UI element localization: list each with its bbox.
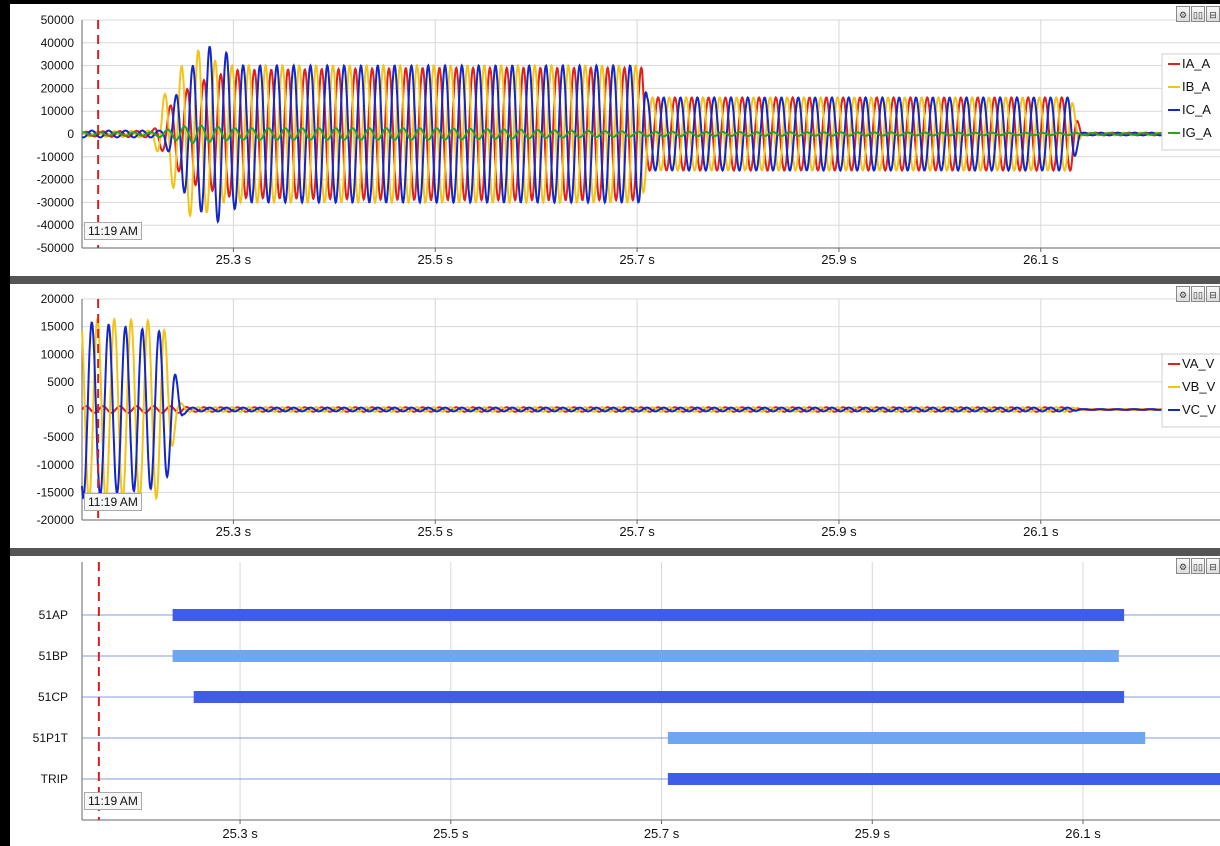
split-view-icon[interactable]: ⊟ — [1206, 286, 1220, 302]
x-tick-label: 25.9 s — [821, 252, 857, 267]
x-tick-label: 26.1 s — [1065, 826, 1101, 841]
series-line-ic_a — [81, 46, 1173, 224]
x-tick-label: 25.7 s — [619, 252, 655, 267]
y-tick-label: 20000 — [41, 292, 75, 306]
dual-view-icon[interactable]: ▯▯ — [1191, 6, 1205, 22]
x-tick-label: 26.1 s — [1023, 252, 1059, 267]
panel-toolbar: ⚙ ▯▯ ⊟ — [1176, 286, 1220, 302]
legend-label: IC_A — [1182, 102, 1211, 117]
channel-on-bar-51cp — [193, 691, 1125, 703]
channel-label: 51CP — [38, 690, 68, 704]
series-line-vb_v — [81, 316, 1172, 503]
legend-label: VA_V — [1182, 356, 1215, 371]
y-tick-label: 0 — [67, 127, 74, 141]
x-tick-label: 25.5 s — [418, 524, 454, 539]
y-tick-label: -10000 — [37, 150, 75, 164]
y-tick-label: 40000 — [41, 36, 75, 50]
x-tick-label: 25.5 s — [418, 252, 454, 267]
x-tick-label: 25.7 s — [619, 524, 655, 539]
y-tick-label: 30000 — [41, 59, 75, 73]
y-tick-label: 5000 — [47, 375, 74, 389]
channel-label: 51P1T — [33, 731, 69, 745]
time-marker-label: 11:19 AM — [84, 493, 142, 511]
x-tick-label: 25.5 s — [433, 826, 469, 841]
channel-on-bar-trip — [667, 773, 1220, 785]
x-tick-label: 25.9 s — [855, 826, 891, 841]
legend: VA_V VB_V VC_V — [1161, 353, 1220, 428]
current-chart-panel: 25.3 s 25.5 s 25.7 s 25.9 s 26.1 s 50000 40000… — [10, 4, 1220, 276]
window-frame-top — [0, 0, 1220, 4]
panel-toolbar: ⚙ ▯▯ ⊟ — [1176, 558, 1220, 574]
time-marker-label: 11:19 AM — [84, 792, 142, 810]
panel-splitter[interactable] — [10, 276, 1220, 284]
split-view-icon[interactable]: ⊟ — [1206, 558, 1220, 574]
y-tick-label: 10000 — [41, 104, 75, 118]
y-tick-label: 0 — [67, 403, 74, 417]
channel-label: 51BP — [39, 649, 68, 663]
voltage-chart: 25.3 s 25.5 s 25.7 s 25.9 s 26.1 s 20000 15000… — [37, 292, 1220, 539]
panel-splitter[interactable] — [10, 548, 1220, 556]
x-tick-label: 25.3 s — [216, 252, 252, 267]
x-tick-label: 25.3 s — [216, 524, 252, 539]
settings-icon[interactable]: ⚙ — [1176, 6, 1190, 22]
y-tick-label: 10000 — [41, 347, 75, 361]
y-tick-label: -15000 — [37, 485, 75, 499]
x-tick-label: 26.1 s — [1023, 524, 1059, 539]
series-line-vc_v — [81, 321, 1173, 500]
channel-on-bar-51bp — [172, 650, 1119, 662]
legend: IA_A IB_A IC_A IG_A — [1161, 53, 1220, 151]
legend-label: VC_V — [1182, 402, 1216, 417]
channel-label: 51AP — [39, 608, 68, 622]
panel-toolbar: ⚙ ▯▯ ⊟ — [1176, 6, 1220, 22]
y-tick-label: -40000 — [37, 218, 75, 232]
y-tick-label: 20000 — [41, 81, 75, 95]
legend-label: VB_V — [1182, 379, 1216, 394]
y-tick-label: -50000 — [37, 241, 75, 255]
channel-on-bar-51p1t — [667, 732, 1146, 744]
y-tick-label: 15000 — [41, 320, 75, 334]
legend-label: IB_A — [1182, 79, 1211, 94]
y-tick-label: 50000 — [41, 13, 75, 27]
dual-view-icon[interactable]: ▯▯ — [1191, 286, 1205, 302]
x-tick-label: 25.7 s — [644, 826, 680, 841]
digital-chart-panel: 25.3 s 25.5 s 25.7 s 25.9 s 26.1 s 51AP 51BP 51… — [10, 556, 1220, 846]
x-tick-label: 25.9 s — [821, 524, 857, 539]
settings-icon[interactable]: ⚙ — [1176, 286, 1190, 302]
y-tick-label: -20000 — [37, 173, 75, 187]
legend-box — [1161, 353, 1220, 428]
y-tick-label: -20000 — [37, 513, 75, 527]
voltage-chart-panel: 25.3 s 25.5 s 25.7 s 25.9 s 26.1 s 20000 15000… — [10, 284, 1220, 548]
y-tick-label: -30000 — [37, 195, 75, 209]
time-marker-label: 11:19 AM — [84, 222, 142, 240]
channel-label: TRIP — [41, 772, 68, 786]
dual-view-icon[interactable]: ▯▯ — [1191, 558, 1205, 574]
channel-on-bar-51ap — [172, 609, 1125, 621]
settings-icon[interactable]: ⚙ — [1176, 558, 1190, 574]
series-line-ib_a — [81, 49, 1173, 218]
legend-label: IG_A — [1182, 125, 1212, 140]
y-tick-label: -10000 — [37, 458, 75, 472]
legend-label: IA_A — [1182, 56, 1211, 71]
y-tick-label: -5000 — [43, 430, 74, 444]
series-line-ig_a — [81, 124, 1173, 145]
current-chart: 25.3 s 25.5 s 25.7 s 25.9 s 26.1 s 50000 40000… — [37, 13, 1220, 267]
x-tick-label: 25.3 s — [222, 826, 258, 841]
digital-chart: 25.3 s 25.5 s 25.7 s 25.9 s 26.1 s 51AP 51BP 51… — [33, 562, 1220, 841]
split-view-icon[interactable]: ⊟ — [1206, 6, 1220, 22]
window-frame-left — [0, 0, 10, 846]
